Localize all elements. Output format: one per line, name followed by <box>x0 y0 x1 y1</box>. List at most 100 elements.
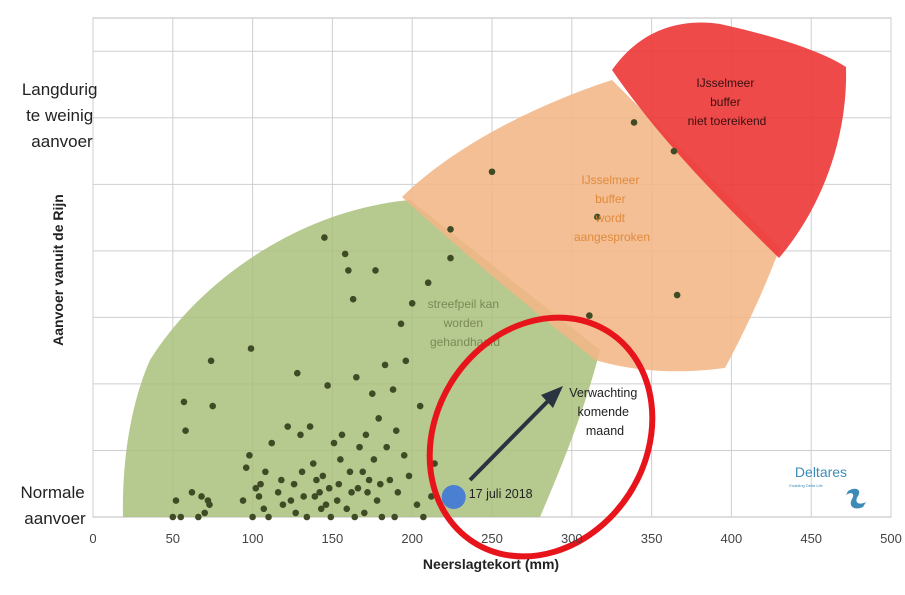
data-point <box>317 505 325 513</box>
data-point <box>356 443 363 451</box>
data-point <box>416 402 424 410</box>
data-point <box>177 513 185 521</box>
data-point <box>362 431 370 439</box>
data-point <box>242 464 250 471</box>
data-point <box>309 460 317 467</box>
data-point <box>346 468 354 476</box>
data-point <box>316 489 323 496</box>
data-point <box>375 415 382 422</box>
data-point <box>673 291 681 299</box>
region-orange-label: IJsselmeer buffer wordt aangesproken <box>574 173 650 244</box>
data-point <box>249 513 256 521</box>
data-point <box>394 489 402 496</box>
data-point <box>265 513 272 521</box>
data-point <box>198 493 205 500</box>
data-point <box>335 480 343 488</box>
data-point <box>402 357 410 365</box>
data-point <box>262 468 269 476</box>
data-point <box>284 423 292 430</box>
data-point <box>182 427 189 434</box>
data-point <box>279 501 287 508</box>
x-tick-label: 350 <box>641 531 663 546</box>
data-point <box>345 267 352 274</box>
data-point <box>303 513 311 521</box>
data-point <box>337 456 344 463</box>
y-category-bottom: Normale aanvoer <box>21 483 90 528</box>
data-point <box>324 382 331 389</box>
data-point <box>239 497 247 504</box>
data-point <box>386 476 394 484</box>
x-tick-label: 500 <box>880 531 902 546</box>
data-point <box>300 493 307 500</box>
x-tick-label: 100 <box>242 531 264 546</box>
x-tick-label: 450 <box>800 531 822 546</box>
data-point <box>180 398 188 406</box>
data-point <box>372 267 379 274</box>
data-point <box>594 213 601 221</box>
data-point <box>381 361 389 369</box>
data-point <box>268 439 276 447</box>
data-point <box>313 476 320 484</box>
deltares-logo: Deltares Enabling Delta Life <box>789 464 866 509</box>
data-point <box>420 513 427 521</box>
data-point <box>364 489 371 496</box>
data-point <box>413 501 421 508</box>
data-point <box>349 295 357 303</box>
data-point <box>373 497 381 504</box>
data-point <box>247 345 255 352</box>
data-point <box>424 279 432 287</box>
data-point <box>630 119 638 126</box>
data-point <box>348 489 355 496</box>
data-point <box>369 390 376 398</box>
data-point <box>246 452 253 459</box>
data-point <box>322 501 330 508</box>
x-tick-label: 50 <box>166 531 180 546</box>
current-point-label: 17 juli 2018 <box>469 487 533 501</box>
data-point <box>333 497 341 504</box>
highlight-ellipse <box>426 314 656 560</box>
data-point <box>255 493 263 500</box>
data-point <box>383 443 390 451</box>
data-point <box>351 513 359 521</box>
logo-tagline: Enabling Delta Life <box>789 483 823 488</box>
data-point <box>376 480 384 488</box>
logo-wordmark: Deltares <box>795 464 847 480</box>
data-points <box>169 119 681 521</box>
data-point <box>206 501 213 508</box>
data-point <box>370 456 378 463</box>
y-category-top: Langdurig te weinig aanvoer <box>22 80 102 151</box>
current-point-marker <box>441 485 466 509</box>
data-point <box>397 320 405 328</box>
data-point <box>338 431 346 439</box>
region-green <box>122 200 600 517</box>
data-point <box>278 476 285 484</box>
data-point <box>327 513 335 521</box>
data-point <box>274 489 282 496</box>
data-point <box>252 484 260 492</box>
data-point <box>169 513 177 521</box>
data-point <box>319 472 327 480</box>
data-point <box>353 373 360 381</box>
data-point <box>586 312 593 319</box>
data-point <box>447 226 454 233</box>
y-axis-title: Aanvoer vanuit de Rijn <box>50 194 66 346</box>
data-point <box>298 468 306 476</box>
x-tick-label: 200 <box>401 531 423 546</box>
data-point <box>359 468 367 476</box>
data-point <box>260 505 268 513</box>
data-point <box>172 497 180 504</box>
regions <box>122 22 847 517</box>
data-point <box>293 369 301 377</box>
data-point <box>306 423 314 430</box>
data-point <box>428 493 435 500</box>
data-point <box>343 505 351 513</box>
x-tick-labels: 0 50 100 150 200 250 300 350 400 450 500 <box>89 531 901 546</box>
data-point <box>405 472 413 480</box>
x-tick-label: 250 <box>481 531 503 546</box>
data-point <box>391 513 398 521</box>
region-red-label: IJsselmeer buffer niet toereikend <box>688 76 767 128</box>
data-point <box>287 497 295 504</box>
data-point <box>257 480 264 488</box>
